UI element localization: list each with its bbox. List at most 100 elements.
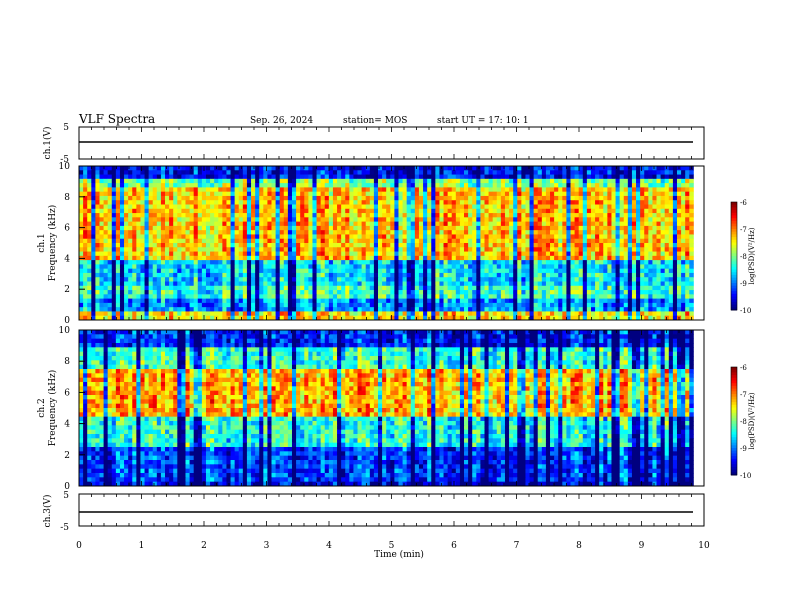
ch1-spec-cell	[488, 243, 494, 248]
ch1-spec-cell	[189, 221, 195, 227]
ch1-spec-cell	[357, 178, 363, 184]
ch1-spec-cell	[193, 213, 199, 218]
ch1-spec-cell	[201, 183, 207, 188]
ch1-spec-cell	[287, 225, 293, 231]
ch1-spec-cell	[140, 251, 145, 257]
ch1-spec-cell	[455, 213, 461, 218]
ch1-spec-cell	[521, 247, 526, 252]
ch1-spec-cell	[386, 183, 391, 188]
ch1-spec-cell	[279, 166, 285, 171]
ch1-spec-cell	[664, 264, 670, 270]
ch1-spec-cell	[95, 298, 100, 304]
ch1-spec-cell	[570, 251, 575, 257]
ch1-spec-cell	[218, 264, 223, 270]
ch1-spec-cell	[283, 264, 289, 270]
ch1-spec-cell	[304, 204, 309, 210]
ch1-spec-cell	[279, 183, 285, 188]
ch1-spec-cell	[537, 285, 543, 291]
ch1-spec-cell	[361, 251, 367, 257]
ch1-spec-cell	[529, 213, 535, 218]
ch1-spec-cell	[550, 217, 555, 223]
ch1-spec-cell	[328, 234, 334, 240]
ch1-spec-cell	[263, 191, 268, 197]
ch1-spec-cell	[361, 200, 367, 205]
ch1-spec-cell	[459, 243, 465, 248]
ch1-spec-cell	[652, 302, 657, 308]
ch1-spec-cell	[308, 204, 313, 210]
ch1-spec-cell	[627, 243, 633, 248]
ch1-spec-cell	[668, 234, 674, 240]
ch1-spec-cell	[394, 191, 399, 197]
ch1-spec-cell	[218, 174, 223, 180]
ch1-spec-cell	[504, 225, 510, 231]
ch1-spec-cell	[423, 277, 428, 282]
ch1-spec-cell	[193, 238, 199, 244]
ch1-spec-cell	[656, 204, 662, 210]
ch1-spec-cell	[496, 290, 502, 295]
ch1-spec-cell	[631, 238, 637, 244]
ch1-spec-cell	[169, 298, 174, 304]
ch1-spec-cell	[279, 204, 285, 210]
ch1-spec-cell	[509, 213, 514, 218]
ch1-spec-cell	[513, 247, 518, 252]
ch1-spec-cell	[656, 268, 662, 274]
ch1-spec-cell	[296, 204, 301, 210]
ch1-spec-cell	[562, 174, 567, 180]
ch1-spec-cell	[619, 238, 625, 244]
ch1-spec-cell	[468, 281, 473, 287]
ch1-spec-cell	[345, 255, 350, 261]
ch1-spec-cell	[570, 272, 575, 278]
ch1-spec-cell	[267, 187, 272, 193]
ch1-spec-cell	[124, 268, 129, 274]
ch1-spec-cell	[128, 170, 133, 175]
ch1-spec-cell	[615, 255, 621, 261]
ch1-spec-cell	[345, 170, 350, 175]
ch1-spec-cell	[165, 178, 170, 184]
ch1-spec-cell	[156, 170, 162, 175]
ch1-spec-cell	[222, 191, 227, 197]
ch1-spec-cell	[124, 264, 129, 270]
ch1-spec-cell	[595, 217, 600, 223]
ch1-spec-cell	[578, 166, 584, 171]
ch1-spec-cell	[119, 183, 125, 188]
ch1-spec-cell	[627, 290, 633, 295]
ch1-spec-cell	[533, 204, 539, 210]
ch1-spec-cell	[369, 221, 375, 227]
ch1-spec-cell	[451, 302, 457, 308]
ch1-spec-cell	[476, 170, 481, 175]
ch1-spec-cell	[283, 187, 289, 193]
ch1-spec-cell	[156, 268, 162, 274]
ch1-spec-cell	[562, 178, 567, 184]
ch1-spec-cell	[296, 251, 301, 257]
ch1-spec-cell	[578, 272, 584, 278]
ch1-spec-cell	[623, 174, 629, 180]
ch1-spec-cell	[201, 243, 207, 248]
ch1-spec-cell	[648, 208, 653, 214]
ch1-spec-cell	[341, 298, 346, 304]
ch1-spec-cell	[115, 217, 121, 223]
ch1-spec-cell	[517, 174, 522, 180]
ch1-spec-cell	[365, 243, 371, 248]
ch1-spec-cell	[590, 230, 596, 235]
ch1-spec-cell	[480, 221, 485, 227]
ch1-spec-cell	[316, 217, 322, 223]
ch1-spec-cell	[566, 221, 571, 227]
ch1-spec-cell	[513, 170, 518, 175]
ch1-spec-cell	[488, 268, 494, 274]
ch1-spec-cell	[529, 251, 535, 257]
ch1-spec-cell	[357, 281, 363, 287]
ch1-spec-cell	[685, 243, 690, 248]
ch1-spec-cell	[255, 213, 260, 218]
ch1-spec-cell	[353, 294, 358, 300]
ch1-spec-cell	[423, 204, 428, 210]
ch1-spec-cell	[79, 260, 84, 265]
ch1-spec-cell	[263, 195, 268, 201]
ch1-spec-cell	[640, 178, 645, 184]
ch1-spec-cell	[640, 208, 645, 214]
ch1-spec-cell	[541, 200, 547, 205]
ch1-spec-cell	[332, 230, 338, 235]
ch1-spec-cell	[484, 166, 489, 171]
ch1-spec-cell	[181, 251, 186, 257]
ch1-spec-cell	[148, 213, 154, 218]
